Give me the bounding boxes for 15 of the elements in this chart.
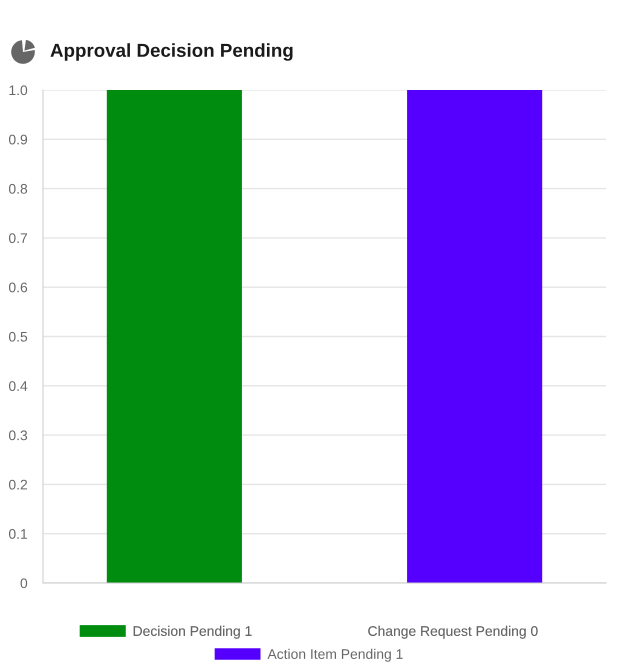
- y-tick-label: 0: [20, 578, 28, 588]
- y-tick-label: 0.4: [8, 381, 28, 391]
- y-tick-label: 0.5: [8, 332, 28, 342]
- y-tick-label: 0.3: [8, 430, 28, 440]
- legend-label: Action Item Pending 1: [267, 648, 403, 662]
- y-tick-label: 0.8: [8, 184, 28, 194]
- chart-title: Approval Decision Pending: [50, 43, 293, 61]
- y-tick-label: 0.6: [8, 282, 28, 292]
- legend-label: Decision Pending 1: [134, 626, 252, 639]
- legend-label: Change Request Pending 0: [368, 626, 538, 639]
- y-tick-label: 0.7: [8, 233, 28, 244]
- y-tick-label: 0.2: [8, 480, 28, 490]
- y-tick-label: 0.1: [8, 529, 28, 539]
- y-tick-label: 0.9: [8, 134, 28, 144]
- y-tick-label: 1.0: [9, 85, 28, 96]
